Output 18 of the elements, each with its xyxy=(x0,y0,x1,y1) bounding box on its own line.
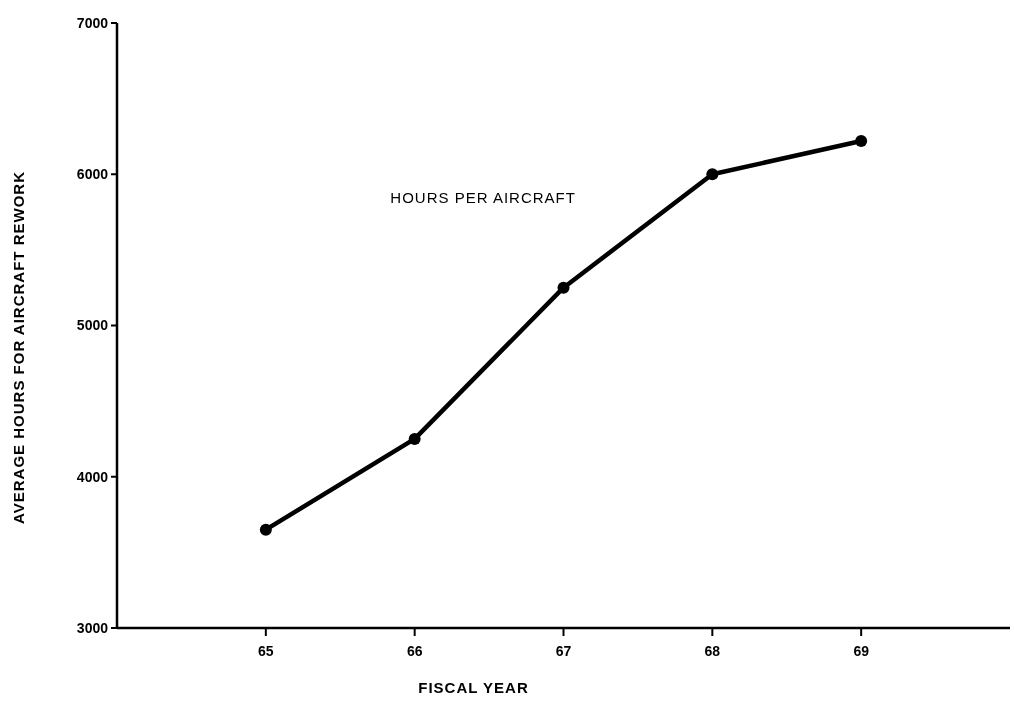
point xyxy=(855,134,868,147)
x-tick-label: 65 xyxy=(258,643,274,659)
y-tick-label: 4000 xyxy=(76,468,109,485)
y-tick-label: 6000 xyxy=(76,166,109,183)
x-axis-title: FISCAL YEAR xyxy=(418,679,529,696)
point xyxy=(259,523,272,536)
x-tick-label: 67 xyxy=(555,643,572,659)
y-tick-label: 5000 xyxy=(76,317,109,334)
x-tick-label: 66 xyxy=(406,643,423,659)
annotation: HOURS PER AIRCRAFT xyxy=(390,189,576,206)
point xyxy=(706,168,719,181)
y-axis-title: AVERAGE HOURS FOR AIRCRAFT REWORK xyxy=(10,171,27,524)
y-tick-label: 7000 xyxy=(76,14,109,31)
y-tick-label: 3000 xyxy=(76,619,109,636)
x-tick-label: 68 xyxy=(704,643,721,659)
point xyxy=(557,281,570,294)
x-tick-label: 69 xyxy=(853,643,870,659)
point xyxy=(408,432,421,445)
